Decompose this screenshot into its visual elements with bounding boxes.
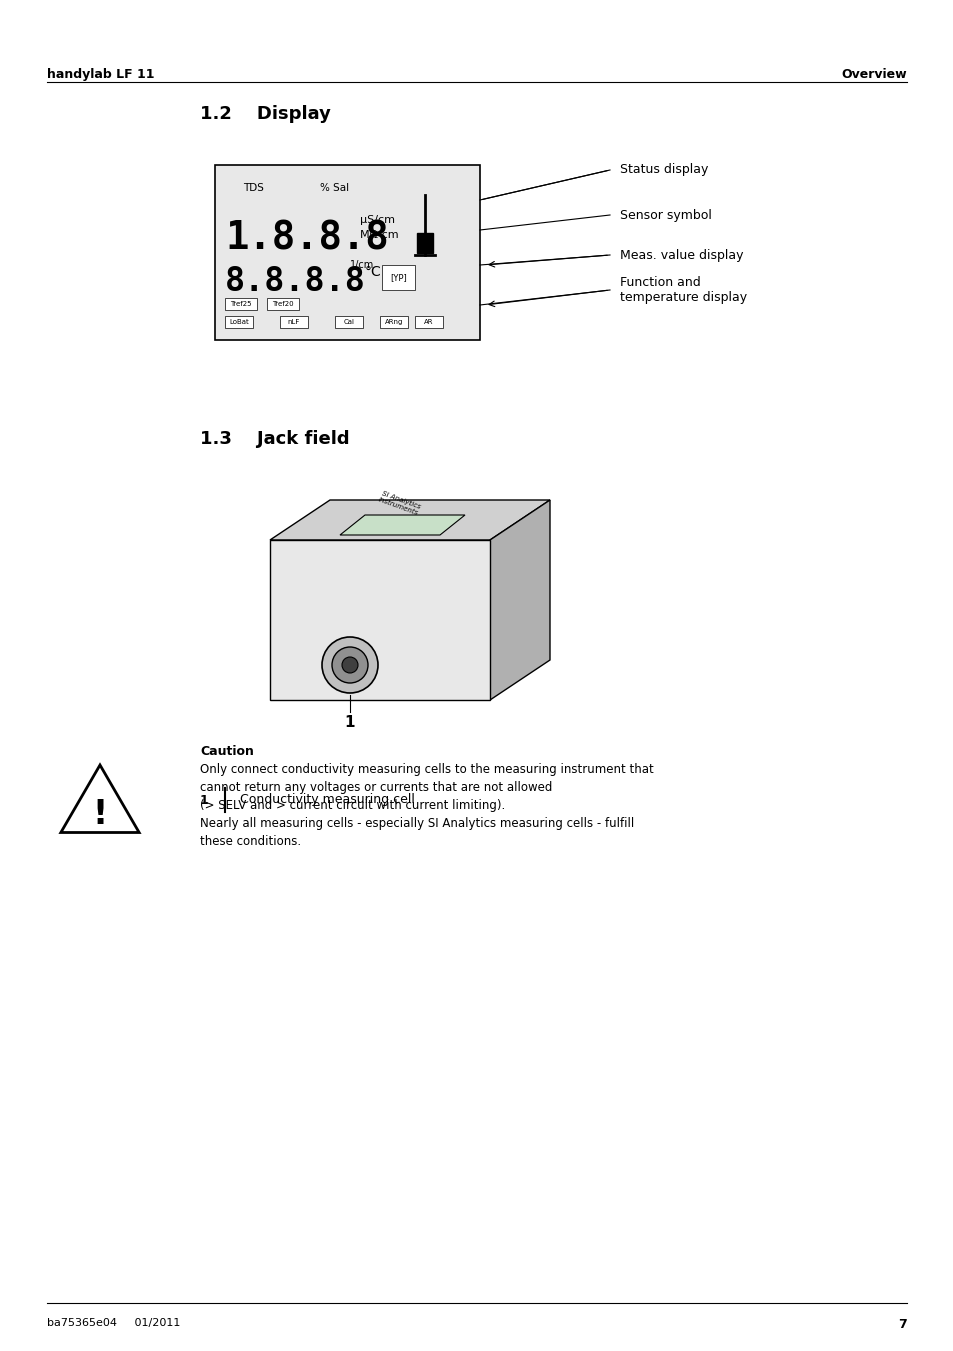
Text: 8.8.8.8: 8.8.8.8 bbox=[225, 265, 366, 299]
Text: Status display: Status display bbox=[619, 163, 708, 177]
Circle shape bbox=[332, 647, 368, 684]
Text: 1.8.8.8: 1.8.8.8 bbox=[225, 220, 388, 258]
Text: ba75365e04     01/2011: ba75365e04 01/2011 bbox=[47, 1319, 180, 1328]
Text: LoBat: LoBat bbox=[229, 319, 249, 326]
Text: % Sal: % Sal bbox=[319, 182, 349, 193]
Text: Conductivity measuring cell: Conductivity measuring cell bbox=[240, 793, 415, 807]
Text: Function and
temperature display: Function and temperature display bbox=[619, 276, 746, 304]
Text: !: ! bbox=[92, 798, 108, 831]
Bar bbox=[225, 316, 253, 328]
Polygon shape bbox=[339, 515, 464, 535]
Text: Tref25: Tref25 bbox=[230, 301, 252, 307]
Circle shape bbox=[341, 657, 357, 673]
Text: μS/cm: μS/cm bbox=[359, 215, 395, 226]
Polygon shape bbox=[61, 765, 139, 832]
Bar bbox=[267, 299, 298, 309]
Text: [YP]: [YP] bbox=[390, 273, 406, 282]
Text: 1: 1 bbox=[344, 715, 355, 730]
Text: 1: 1 bbox=[200, 793, 209, 807]
Text: MΩ cm: MΩ cm bbox=[359, 230, 398, 240]
Bar bbox=[379, 316, 408, 328]
Bar bbox=[225, 299, 256, 309]
Text: AR: AR bbox=[424, 319, 434, 326]
Polygon shape bbox=[490, 500, 550, 700]
Bar bbox=[214, 165, 479, 340]
Bar bbox=[280, 316, 308, 328]
Text: 1.3    Jack field: 1.3 Jack field bbox=[200, 430, 349, 449]
Polygon shape bbox=[270, 500, 550, 540]
Text: nLF: nLF bbox=[288, 319, 300, 326]
Text: handylab LF 11: handylab LF 11 bbox=[47, 68, 154, 81]
Text: 7: 7 bbox=[898, 1319, 906, 1331]
Circle shape bbox=[322, 638, 377, 693]
Text: Meas. value display: Meas. value display bbox=[619, 249, 742, 262]
Text: SI Analytics
instruments: SI Analytics instruments bbox=[377, 490, 421, 517]
Bar bbox=[415, 316, 442, 328]
Text: ARng: ARng bbox=[384, 319, 403, 326]
Text: 1/cm: 1/cm bbox=[350, 259, 374, 270]
Text: TDS: TDS bbox=[243, 182, 264, 193]
Bar bbox=[335, 316, 363, 328]
Text: °C: °C bbox=[365, 265, 381, 280]
Text: Caution: Caution bbox=[200, 744, 253, 758]
Bar bbox=[416, 232, 433, 253]
Text: Sensor symbol: Sensor symbol bbox=[619, 208, 711, 222]
Text: Cal: Cal bbox=[343, 319, 355, 326]
Text: 1.2    Display: 1.2 Display bbox=[200, 105, 331, 123]
Polygon shape bbox=[270, 540, 490, 700]
Text: Only connect conductivity measuring cells to the measuring instrument that
canno: Only connect conductivity measuring cell… bbox=[200, 763, 653, 848]
Text: Overview: Overview bbox=[841, 68, 906, 81]
Text: Tref20: Tref20 bbox=[272, 301, 294, 307]
